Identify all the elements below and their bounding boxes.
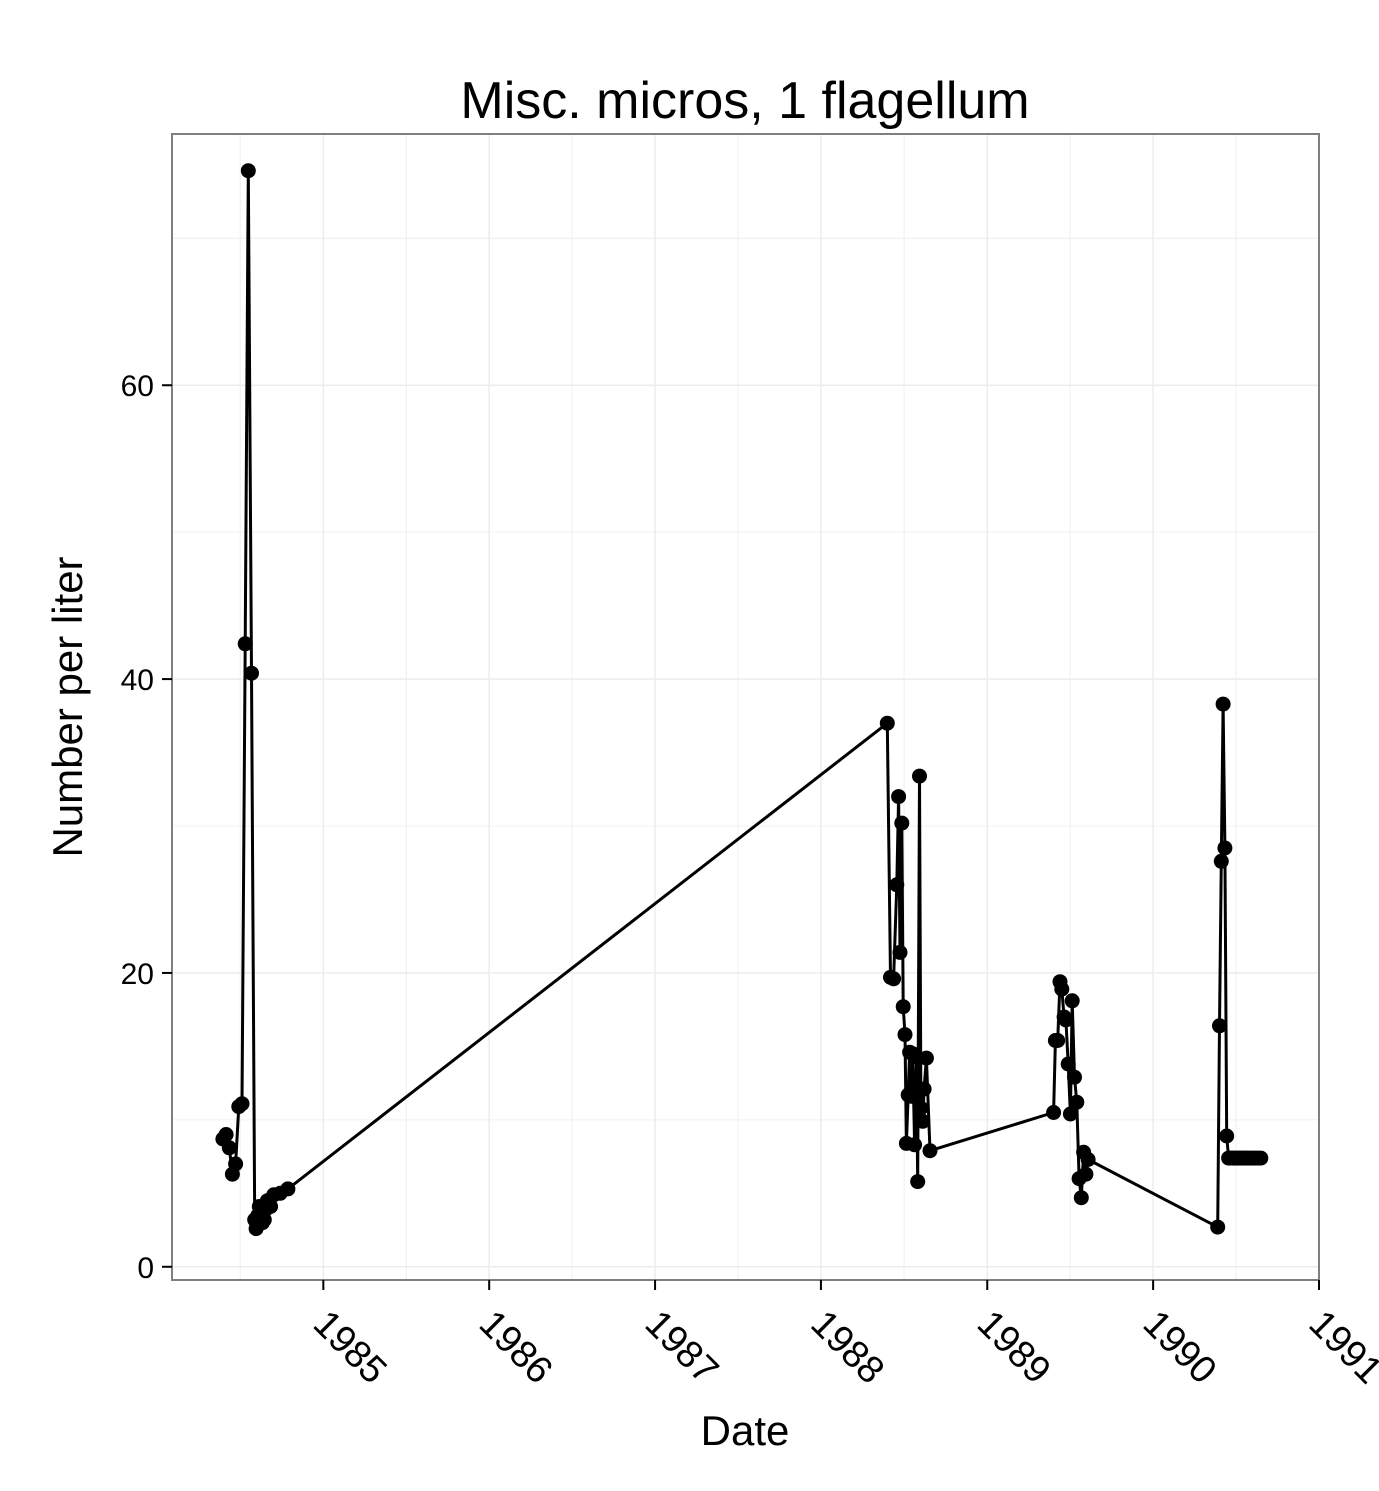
data-point [1253, 1150, 1269, 1166]
data-point [1064, 993, 1080, 1009]
data-point [1060, 1056, 1076, 1072]
y-axis: 0 20 40 60 [121, 370, 172, 1285]
data-point [903, 1088, 919, 1104]
data-point [922, 1143, 938, 1159]
data-point [912, 768, 927, 784]
y-axis-title: Number per liter [44, 556, 91, 857]
data-point [218, 1127, 234, 1142]
data-point [897, 1027, 913, 1043]
data-point [240, 163, 256, 179]
data-point [886, 971, 902, 987]
data-point [1067, 1069, 1082, 1085]
data-point [237, 636, 253, 652]
data-point [1210, 1219, 1226, 1235]
data-point [907, 1137, 923, 1153]
x-axis-title: Date [701, 1407, 790, 1454]
data-point [221, 1140, 237, 1156]
data-point [228, 1156, 244, 1172]
data-point [915, 1113, 931, 1129]
data-point [1219, 1128, 1235, 1144]
data-point [1080, 1152, 1096, 1167]
data-point [891, 789, 907, 805]
y-tick-label: 40 [121, 664, 154, 697]
data-point [1217, 840, 1233, 856]
data-point [894, 815, 910, 831]
y-tick-label: 0 [137, 1252, 154, 1285]
data-point [244, 665, 259, 681]
plot-panel [172, 134, 1319, 1280]
data-point [910, 1174, 926, 1190]
data-point [913, 1100, 929, 1116]
data-point [892, 944, 908, 960]
data-point [1069, 1094, 1085, 1110]
data-point [280, 1181, 296, 1197]
data-point [1062, 1106, 1078, 1122]
chart-title: Misc. micros, 1 flagellum [460, 72, 1029, 130]
y-tick-label: 20 [121, 958, 154, 991]
data-point [895, 999, 911, 1015]
plot-border [171, 133, 1320, 1281]
data-point [1058, 1012, 1074, 1028]
data-point [1078, 1166, 1094, 1182]
data-point [1215, 696, 1231, 712]
data-point [879, 715, 895, 731]
data-point [889, 877, 905, 893]
data-point [263, 1199, 279, 1214]
data-point [1073, 1190, 1089, 1206]
data-point [916, 1081, 932, 1097]
data-point [1213, 853, 1229, 869]
data-point [234, 1096, 250, 1112]
data-point [1046, 1105, 1062, 1120]
y-tick-label: 60 [121, 370, 154, 403]
data-point [918, 1050, 934, 1066]
series-points-group [215, 163, 1269, 1237]
data-point [1054, 981, 1070, 997]
data-point [1050, 1033, 1066, 1048]
data-point [1212, 1018, 1227, 1034]
